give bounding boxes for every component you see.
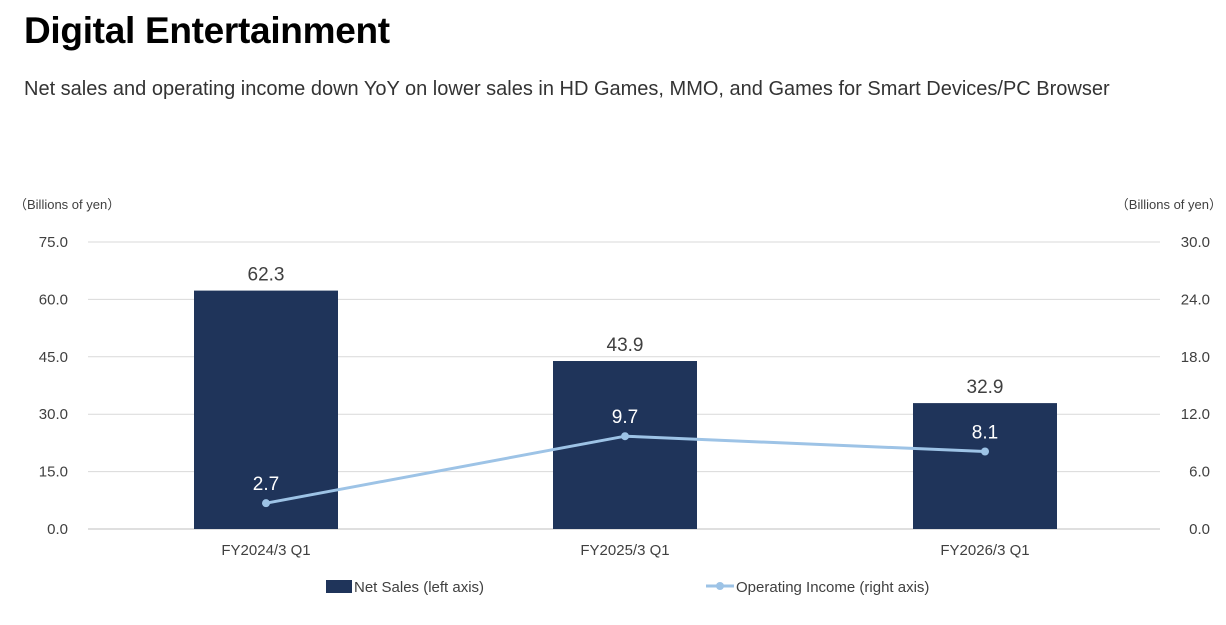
page-title: Digital Entertainment [24,10,390,51]
operating-income-point [262,499,270,508]
legend-label-net-sales: Net Sales (left axis) [354,579,484,596]
net-sales-bar [913,403,1057,529]
left-axis-tick-label: 15.0 [39,464,68,481]
left-axis-unit-label: （Billions of yen） [14,197,120,212]
operating-income-point [621,432,629,441]
left-axis-tick-label: 0.0 [47,521,68,538]
data-labels: 62.3 43.9 32.9 2.7 9.7 8.1 [248,265,1004,496]
left-axis-tick-label: 60.0 [39,291,68,308]
page-subtitle: Net sales and operating income down YoY … [24,78,1110,100]
axes: 0.0 15.0 30.0 45.0 60.0 75.0 0.0 6.0 12.0 18.0 24.… [14,197,1222,559]
legend-label-operating-income: Operating Income (right axis) [736,579,929,596]
right-axis-tick-label: 12.0 [1181,406,1210,423]
operating-income-point [981,447,989,456]
right-axis-tick-label: 6.0 [1189,464,1210,481]
operating-income-value-label: 8.1 [972,423,998,444]
net-sales-bar [194,290,338,529]
operating-income-value-label: 2.7 [253,474,279,495]
right-axis-unit-label: （Billions of yen） [1116,197,1222,212]
left-axis-tick-label: 30.0 [39,406,68,423]
legend-swatch-net-sales [326,580,352,593]
right-axis-tick-label: 18.0 [1181,349,1210,366]
right-axis-tick-label: 0.0 [1189,521,1210,538]
legend-marker-operating-income [716,582,724,590]
x-axis-tick-label: FY2024/3 Q1 [221,542,310,559]
right-axis-tick-label: 24.0 [1181,291,1210,308]
net-sales-value-label: 32.9 [967,377,1004,398]
x-axis-tick-label: FY2026/3 Q1 [940,542,1029,559]
legend: Net Sales (left axis) Operating Income (r… [326,579,929,596]
line-series [262,432,989,508]
right-axis-tick-label: 30.0 [1181,234,1210,251]
left-axis-tick-label: 45.0 [39,349,68,366]
operating-income-value-label: 9.7 [612,407,638,428]
net-sales-value-label: 43.9 [607,335,644,356]
x-axis-tick-label: FY2025/3 Q1 [580,542,669,559]
bar-series [194,290,1057,529]
left-axis-tick-label: 75.0 [39,234,68,251]
net-sales-value-label: 62.3 [248,265,285,286]
